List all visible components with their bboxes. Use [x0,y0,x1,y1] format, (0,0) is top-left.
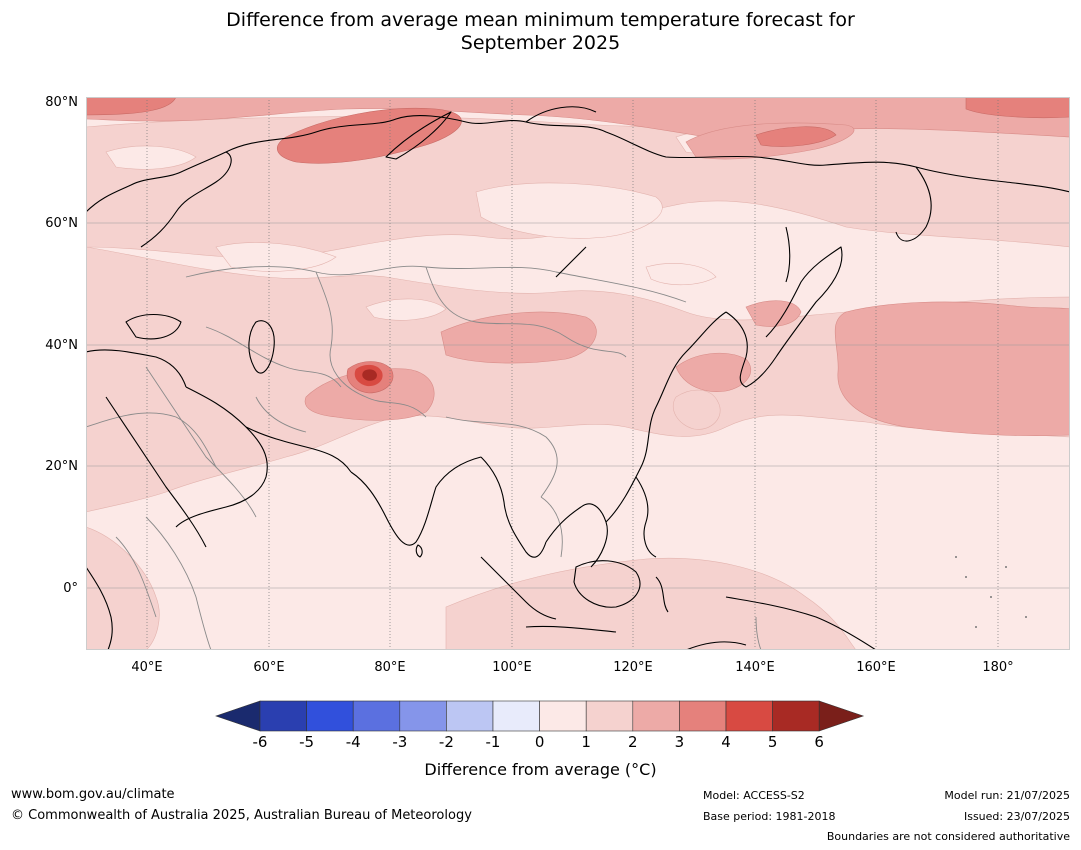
colorbar-extend-low [215,700,261,732]
footer-disclaimer: Boundaries are not considered authoritat… [826,830,1070,843]
colorbar-swatch [585,700,634,732]
lat-label-40n: 40°N [45,338,78,353]
title-line-1: Difference from average mean minimum tem… [226,9,855,31]
colorbar-tick-label: 3 [674,733,685,751]
coastlines [86,106,1070,650]
colorbar-tick-label: 5 [767,733,778,751]
lon-label-80e: 80°E [374,660,406,675]
colorbar-swatch [492,700,540,732]
forecast-map [86,97,1070,650]
colorbar-swatch [352,700,401,732]
country-boundaries [86,265,762,650]
lat-gridlines [86,97,1070,589]
footer-base-period: Base period: 1981-2018 [703,810,836,823]
colorbar-tick-label: -2 [438,733,454,751]
colorbar-swatch [399,700,447,732]
colorbar-swatch [632,700,680,732]
footer-issued: Issued: 23/07/2025 [963,810,1070,823]
colorbar-tick-label: -6 [252,733,268,751]
colorbar-swatch [725,700,773,732]
map-frame [86,97,1070,650]
colorbar-swatch [539,700,587,732]
title-line-2: September 2025 [460,32,621,54]
lon-gridlines [146,97,999,650]
colorbar-swatch [259,700,307,732]
anomaly-band-5-6 [362,369,377,381]
colorbar-tick-label: 4 [721,733,731,751]
colorbar-tick-label: -1 [485,733,501,751]
colorbar [215,700,865,732]
pacific-islands [955,556,1027,628]
lat-label-0: 0° [63,581,78,596]
lat-label-80n: 80°N [45,95,78,110]
colorbar-tick-label: -5 [299,733,315,751]
colorbar-swatch [446,700,494,732]
footer-copyright: © Commonwealth of Australia 2025, Austra… [11,808,472,823]
footer-model-run: Model run: 21/07/2025 [944,789,1070,802]
colorbar-tick-label: 0 [534,733,545,751]
map-title: Difference from average mean minimum tem… [0,9,1081,55]
colorbar-tick-label: -3 [392,733,408,751]
colorbar-swatch [306,700,354,732]
colorbar-tick-label: 6 [814,733,824,751]
colorbar-extend-high [818,700,865,732]
lon-label-40e: 40°E [131,660,163,675]
lon-label-100e: 100°E [492,660,532,675]
lat-label-20n: 20°N [45,459,78,474]
colorbar-tick-label: 2 [628,733,638,751]
anomaly-band-3-4 [86,97,1070,394]
lon-label-120e: 120°E [613,660,653,675]
lon-label-180: 180° [982,660,1014,675]
lon-label-140e: 140°E [735,660,775,675]
colorbar-swatch [679,700,727,732]
footer-model: Model: ACCESS-S2 [703,789,805,802]
lon-label-160e: 160°E [856,660,896,675]
lon-label-60e: 60°E [253,660,285,675]
colorbar-tick-label: 1 [581,733,591,751]
colorbar-tick-label: -4 [345,733,361,751]
colorbar-title: Difference from average (°C) [424,760,657,779]
lat-label-60n: 60°N [45,216,78,231]
colorbar-swatch [772,700,820,732]
footer-url: www.bom.gov.au/climate [11,787,175,802]
